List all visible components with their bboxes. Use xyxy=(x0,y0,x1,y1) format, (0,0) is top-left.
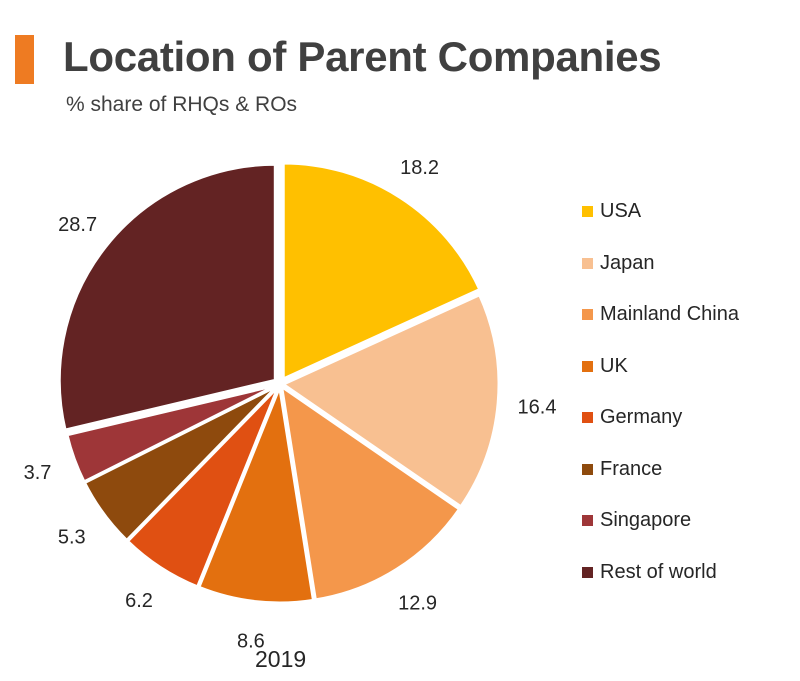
data-label-usa: 18.2 xyxy=(400,157,439,179)
data-label-rest-of-world: 28.7 xyxy=(58,214,97,236)
legend-item-usa: USA xyxy=(582,200,641,223)
pie-slice-usa xyxy=(281,161,482,382)
pie-slice-rest-of-world xyxy=(57,162,277,432)
title-accent-bar xyxy=(15,35,34,84)
pie-slice-uk xyxy=(196,381,316,605)
legend-item-uk: UK xyxy=(582,355,628,378)
legend-label: Singapore xyxy=(600,509,692,531)
legend-swatch xyxy=(582,566,593,578)
legend-item-singapore: Singapore xyxy=(582,509,691,532)
chart-title: Location of Parent Companies xyxy=(63,33,662,80)
chart-subtitle: % share of RHQs & ROs xyxy=(66,93,298,116)
legend-swatch xyxy=(582,206,593,217)
legend-swatch xyxy=(582,412,593,423)
legend-label: Rest of world xyxy=(600,560,717,583)
legend-swatch xyxy=(582,463,593,475)
data-label-uk: 8.6 xyxy=(237,630,265,652)
legend-item-mainland-china: Mainland China xyxy=(582,303,739,326)
data-label-mainland-china: 12.9 xyxy=(398,592,437,614)
legend-item-germany: Germany xyxy=(582,406,682,429)
data-label-germany: 6.2 xyxy=(125,590,153,612)
legend-item-france: France xyxy=(582,458,662,481)
data-label-singapore: 3.7 xyxy=(24,462,52,484)
pie-slice-mainland-china xyxy=(279,383,462,602)
legend-item-rest-of-world: Rest of world xyxy=(582,561,717,584)
pie-slice-singapore xyxy=(65,383,278,484)
legend-swatch xyxy=(582,515,593,526)
legend-label: Germany xyxy=(600,406,683,428)
legend-swatch xyxy=(582,360,593,372)
legend-swatch xyxy=(582,257,593,269)
legend-label: UK xyxy=(600,354,628,377)
legend-swatch xyxy=(582,309,593,320)
legend-label: USA xyxy=(600,200,642,222)
legend-label: Mainland China xyxy=(600,303,739,325)
chart-caption-year: 2019 xyxy=(255,646,307,672)
legend-label: Japan xyxy=(600,251,655,274)
data-label-japan: 16.4 xyxy=(518,397,557,419)
data-label-france: 5.3 xyxy=(58,526,86,548)
legend-item-japan: Japan xyxy=(582,252,655,275)
pie-slice-japan xyxy=(279,292,501,509)
legend-label: France xyxy=(600,457,663,480)
